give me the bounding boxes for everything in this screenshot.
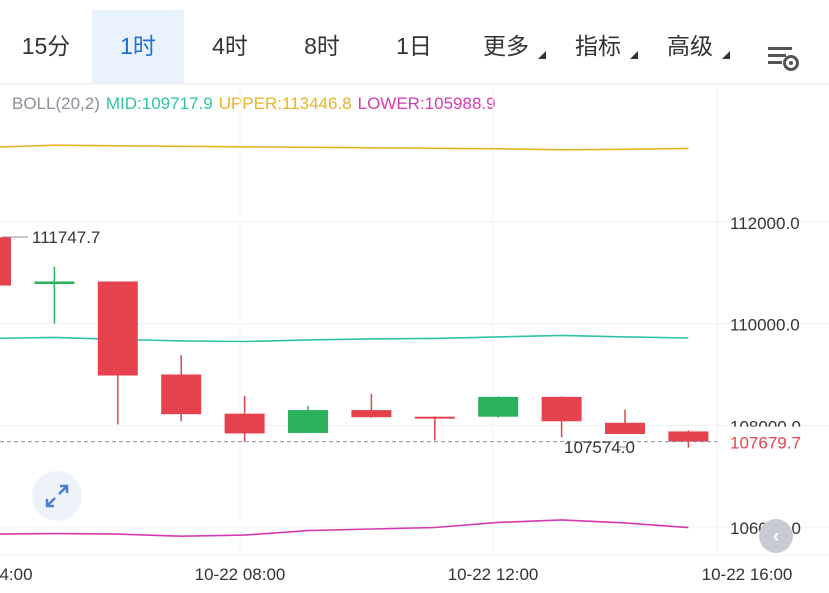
dropdown-triangle-icon <box>538 51 546 59</box>
tab-label: 更多 <box>483 33 529 59</box>
candle-body-down <box>668 431 709 442</box>
dropdown-triangle-icon <box>722 51 730 59</box>
tab-label: 8时 <box>304 33 340 59</box>
scroll-latest-icon: ‹ <box>773 526 779 546</box>
time-tick-label: 10-22 08:00 <box>195 565 286 584</box>
last-price-label: 107679.7 <box>730 434 801 453</box>
candle-body-down <box>541 396 582 422</box>
candle-body-down <box>97 281 138 376</box>
tab-8h[interactable]: 8时 <box>276 10 368 83</box>
tab-advanced[interactable]: 高级 <box>644 10 736 83</box>
scroll-to-latest-button[interactable]: ‹ <box>759 519 793 553</box>
boll-upper-line <box>0 144 689 151</box>
dropdown-triangle-icon <box>630 51 638 59</box>
boll-legend-lower: LOWER:105988.9 <box>357 94 496 113</box>
tab-more[interactable]: 更多 <box>460 10 552 83</box>
expand-icon <box>45 484 69 508</box>
candle-body-up <box>478 396 519 417</box>
boll-legend-mid: MID:109717.9 <box>105 94 213 113</box>
tab-label: 高级 <box>667 33 713 59</box>
tab-label: 指标 <box>575 33 621 59</box>
price-tick-label: 110000.0 <box>730 316 800 335</box>
candle-body-down <box>351 410 392 418</box>
tab-label: 1日 <box>396 33 432 59</box>
boll-legend-upper: UPPER:113446.8 <box>218 94 352 113</box>
tab-15min[interactable]: 15分 <box>0 10 92 83</box>
candle-body-up <box>288 410 328 433</box>
price-tick-label: 112000.0 <box>730 214 800 233</box>
high-price-marker: 111747.7 <box>32 228 100 247</box>
candle-body-up <box>34 281 75 285</box>
tab-label: 4时 <box>212 33 248 59</box>
interval-tab-bar: 15分 1时 4时 8时 1日 更多 指标 高级 <box>0 10 829 84</box>
time-tick-label: 10-22 16:00 <box>702 565 793 584</box>
expand-chart-button[interactable] <box>32 471 82 521</box>
candle-body-down <box>224 413 265 434</box>
candle-body-down <box>161 374 202 415</box>
boll-legend: BOLL(20,2) MID:109717.9 UPPER:113446.8 LOWE… <box>12 94 502 114</box>
tab-4h[interactable]: 4时 <box>184 10 276 83</box>
chart-settings-icon[interactable] <box>764 38 802 76</box>
candle-body-down <box>414 416 455 419</box>
last-price-tag <box>718 426 829 457</box>
time-tick-label: 10-22 12:00 <box>448 565 539 584</box>
tab-indicators[interactable]: 指标 <box>552 10 644 83</box>
tab-1d[interactable]: 1日 <box>368 10 460 83</box>
tab-label: 15分 <box>21 33 71 59</box>
candle-body-down <box>605 422 645 434</box>
low-price-marker: 107574.0 <box>564 438 635 457</box>
tab-1h[interactable]: 1时 <box>92 10 184 83</box>
boll-legend-name: BOLL(20,2) <box>12 94 100 113</box>
tab-label: 1时 <box>120 33 156 59</box>
boll-lower-line <box>0 519 689 538</box>
candle-body-down <box>0 237 11 286</box>
time-tick-label: 04:00 <box>0 565 33 584</box>
